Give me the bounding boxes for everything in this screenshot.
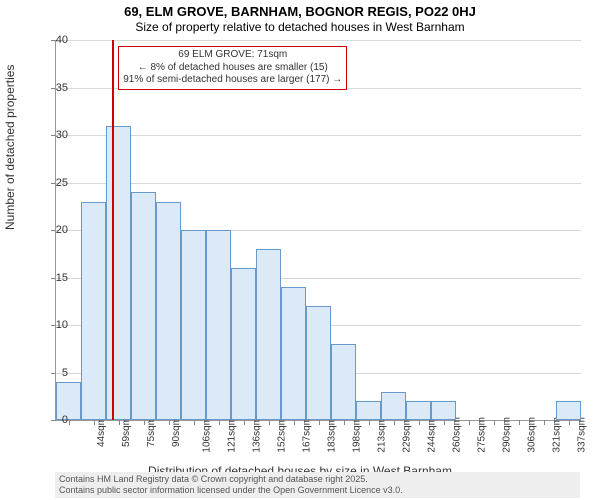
annotation-line3: 91% of semi-detached houses are larger (… (123, 74, 342, 87)
histogram-bar (181, 230, 206, 420)
x-tick (344, 420, 345, 425)
x-tick-label: 90sqm (171, 417, 182, 447)
gridline (56, 135, 581, 136)
histogram-bar (131, 192, 156, 420)
histogram-bar (206, 230, 231, 420)
footer-line2: Contains public sector information licen… (59, 485, 576, 496)
x-tick-label: 121sqm (226, 417, 237, 453)
y-tick-label: 5 (38, 367, 68, 379)
y-tick-label: 25 (38, 177, 68, 189)
marker-line (112, 40, 114, 420)
y-tick-label: 30 (38, 129, 68, 141)
x-tick-label: 152sqm (276, 417, 287, 453)
x-tick (544, 420, 545, 425)
histogram-bar (556, 401, 581, 420)
chart-title-sub: Size of property relative to detached ho… (0, 20, 600, 34)
chart-container: 69, ELM GROVE, BARNHAM, BOGNOR REGIS, PO… (0, 0, 600, 500)
histogram-bar (156, 202, 181, 421)
x-tick-label: 244sqm (426, 417, 437, 453)
histogram-bar (306, 306, 331, 420)
histogram-bar (406, 401, 431, 420)
histogram-bar (356, 401, 381, 420)
x-tick (294, 420, 295, 425)
histogram-bar (231, 268, 256, 420)
y-tick-label: 10 (38, 319, 68, 331)
x-tick-label: 229sqm (401, 417, 412, 453)
x-tick-label: 44sqm (96, 417, 107, 447)
y-axis-title: Number of detached properties (3, 65, 17, 230)
histogram-bar (381, 392, 406, 421)
footer-line1: Contains HM Land Registry data © Crown c… (59, 474, 576, 485)
footer-attribution: Contains HM Land Registry data © Crown c… (55, 472, 580, 498)
x-tick-label: 136sqm (251, 417, 262, 453)
x-tick (244, 420, 245, 425)
histogram-bar (331, 344, 356, 420)
x-tick-label: 260sqm (451, 417, 462, 453)
x-tick-label: 75sqm (146, 417, 157, 447)
x-tick-label: 167sqm (301, 417, 312, 453)
x-tick (444, 420, 445, 425)
histogram-bar (431, 401, 456, 420)
x-tick (119, 420, 120, 425)
x-tick (494, 420, 495, 425)
x-tick (169, 420, 170, 425)
x-tick-label: 198sqm (351, 417, 362, 453)
x-tick-label: 106sqm (201, 417, 212, 453)
x-tick (469, 420, 470, 425)
x-tick-label: 306sqm (526, 417, 537, 453)
histogram-bar (256, 249, 281, 420)
y-tick-label: 0 (38, 414, 68, 426)
x-tick-label: 213sqm (376, 417, 387, 453)
x-tick (419, 420, 420, 425)
x-tick (569, 420, 570, 425)
x-tick-label: 337sqm (576, 417, 587, 453)
x-tick-label: 275sqm (476, 417, 487, 453)
x-tick-label: 290sqm (501, 417, 512, 453)
y-tick-label: 20 (38, 224, 68, 236)
x-tick-label: 321sqm (551, 417, 562, 453)
y-tick-label: 40 (38, 34, 68, 46)
histogram-bar (281, 287, 306, 420)
x-tick (519, 420, 520, 425)
x-tick (369, 420, 370, 425)
x-tick (269, 420, 270, 425)
plot-area: 44sqm59sqm75sqm90sqm106sqm121sqm136sqm15… (55, 40, 581, 421)
chart-title-main: 69, ELM GROVE, BARNHAM, BOGNOR REGIS, PO… (0, 4, 600, 19)
histogram-bar (106, 126, 131, 421)
gridline (56, 40, 581, 41)
gridline (56, 183, 581, 184)
x-tick-label: 183sqm (326, 417, 337, 453)
y-tick-label: 15 (38, 272, 68, 284)
annotation-line1: 69 ELM GROVE: 71sqm (123, 49, 342, 62)
x-tick (219, 420, 220, 425)
x-tick-label: 59sqm (121, 417, 132, 447)
annotation-line2: ← 8% of detached houses are smaller (15) (123, 62, 342, 75)
y-tick-label: 35 (38, 82, 68, 94)
annotation-box: 69 ELM GROVE: 71sqm← 8% of detached hous… (118, 46, 347, 90)
x-tick (319, 420, 320, 425)
x-tick (94, 420, 95, 425)
histogram-bar (81, 202, 106, 421)
x-tick (194, 420, 195, 425)
x-tick (144, 420, 145, 425)
x-tick (69, 420, 70, 425)
x-tick (394, 420, 395, 425)
